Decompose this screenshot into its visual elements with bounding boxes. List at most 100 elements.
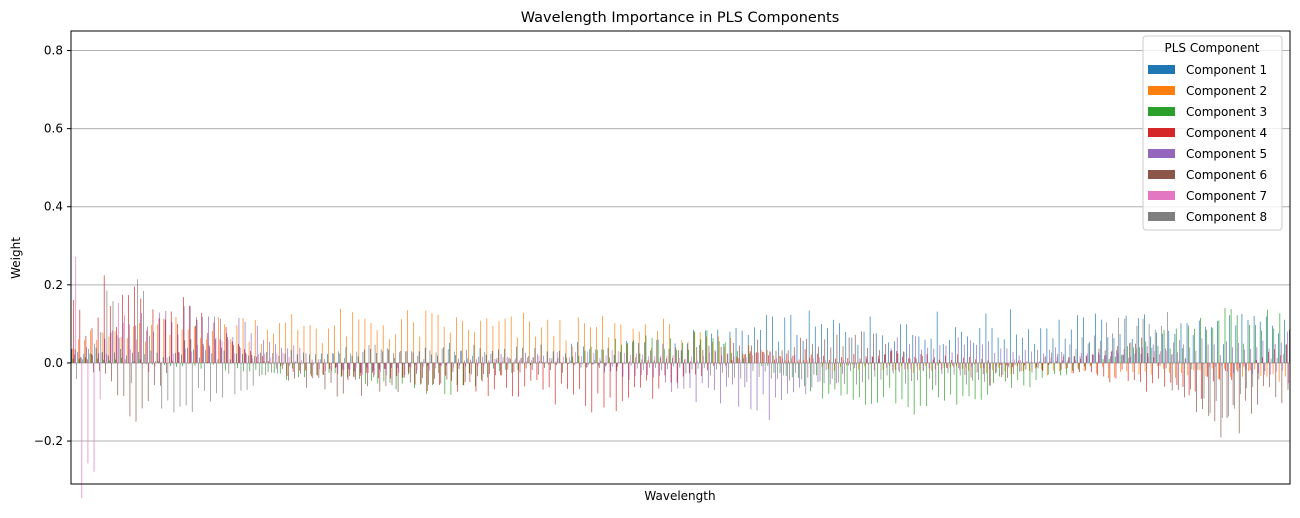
bar xyxy=(709,353,710,363)
bar xyxy=(549,363,550,387)
bar xyxy=(746,357,747,363)
bar xyxy=(319,363,320,369)
bar xyxy=(1164,330,1165,363)
bar xyxy=(165,311,166,363)
bar xyxy=(663,344,664,363)
bar xyxy=(1138,318,1139,363)
bar xyxy=(767,350,768,363)
bar xyxy=(554,336,555,363)
bar xyxy=(283,363,284,365)
bar xyxy=(177,324,178,363)
bar xyxy=(400,351,401,363)
y-axis-ticks: −0.20.00.20.40.60.8 xyxy=(34,44,71,449)
bar xyxy=(201,363,202,369)
bar xyxy=(641,363,642,375)
bar xyxy=(1191,363,1192,369)
bar xyxy=(506,363,507,388)
bar xyxy=(288,363,289,381)
bar xyxy=(780,363,781,373)
bar xyxy=(856,363,857,365)
bar xyxy=(1141,354,1142,363)
bar xyxy=(1112,351,1113,363)
bar xyxy=(977,363,978,372)
bar xyxy=(423,363,424,367)
bar xyxy=(297,354,298,363)
bar xyxy=(493,326,494,363)
bar xyxy=(761,363,762,366)
bar xyxy=(88,363,89,463)
bar xyxy=(246,354,247,363)
bar xyxy=(228,340,229,363)
bar xyxy=(788,350,789,363)
bar xyxy=(1008,363,1009,366)
bar xyxy=(518,363,519,397)
bar xyxy=(129,324,130,363)
bar xyxy=(178,352,179,363)
bar xyxy=(310,325,311,363)
bar xyxy=(1196,363,1197,412)
bar xyxy=(759,363,760,377)
bar xyxy=(304,326,305,363)
bar xyxy=(1201,363,1202,399)
bar xyxy=(783,363,784,376)
bar xyxy=(85,357,86,363)
bar xyxy=(490,362,491,363)
bar xyxy=(866,356,867,363)
bar xyxy=(1146,363,1147,392)
bar xyxy=(665,363,666,375)
bar xyxy=(463,363,464,385)
bar xyxy=(245,322,246,363)
bar xyxy=(940,345,941,363)
bar xyxy=(161,363,162,409)
bar xyxy=(1278,333,1279,363)
bar xyxy=(832,363,833,379)
bar xyxy=(109,360,110,362)
bar xyxy=(495,359,496,363)
bar xyxy=(604,363,605,372)
bar xyxy=(239,346,240,363)
bar xyxy=(678,350,679,363)
bar xyxy=(1126,316,1127,363)
bar xyxy=(839,323,840,363)
bar xyxy=(342,363,343,376)
bar xyxy=(324,359,325,363)
bar xyxy=(923,363,924,371)
bar xyxy=(563,357,564,363)
bar xyxy=(157,353,158,363)
bar xyxy=(245,353,246,363)
bar xyxy=(1277,358,1278,363)
bar xyxy=(520,358,521,363)
bar xyxy=(298,363,299,377)
bar xyxy=(286,363,287,380)
bar xyxy=(349,363,350,376)
legend-swatch xyxy=(1148,65,1175,74)
bar xyxy=(709,346,710,363)
bar xyxy=(965,363,966,375)
bar xyxy=(250,351,251,363)
bar xyxy=(216,363,217,393)
bar xyxy=(622,363,623,401)
bar xyxy=(1031,352,1032,363)
bar xyxy=(979,328,980,363)
bar xyxy=(981,363,982,400)
bar xyxy=(253,363,254,386)
bar xyxy=(992,363,993,370)
bar xyxy=(664,349,665,363)
bar xyxy=(1004,339,1005,363)
bar xyxy=(280,363,281,374)
bar xyxy=(633,340,634,363)
bar xyxy=(811,355,812,363)
bar xyxy=(754,327,755,363)
bar xyxy=(583,346,584,362)
bar xyxy=(239,318,240,363)
bar xyxy=(873,334,874,363)
bar xyxy=(98,318,99,363)
bar xyxy=(305,363,306,371)
bar xyxy=(361,363,362,373)
bar xyxy=(1100,341,1101,363)
bar xyxy=(247,363,248,390)
bar xyxy=(1020,360,1021,363)
bar xyxy=(329,363,330,369)
bar xyxy=(615,339,616,363)
bar xyxy=(1028,329,1029,363)
